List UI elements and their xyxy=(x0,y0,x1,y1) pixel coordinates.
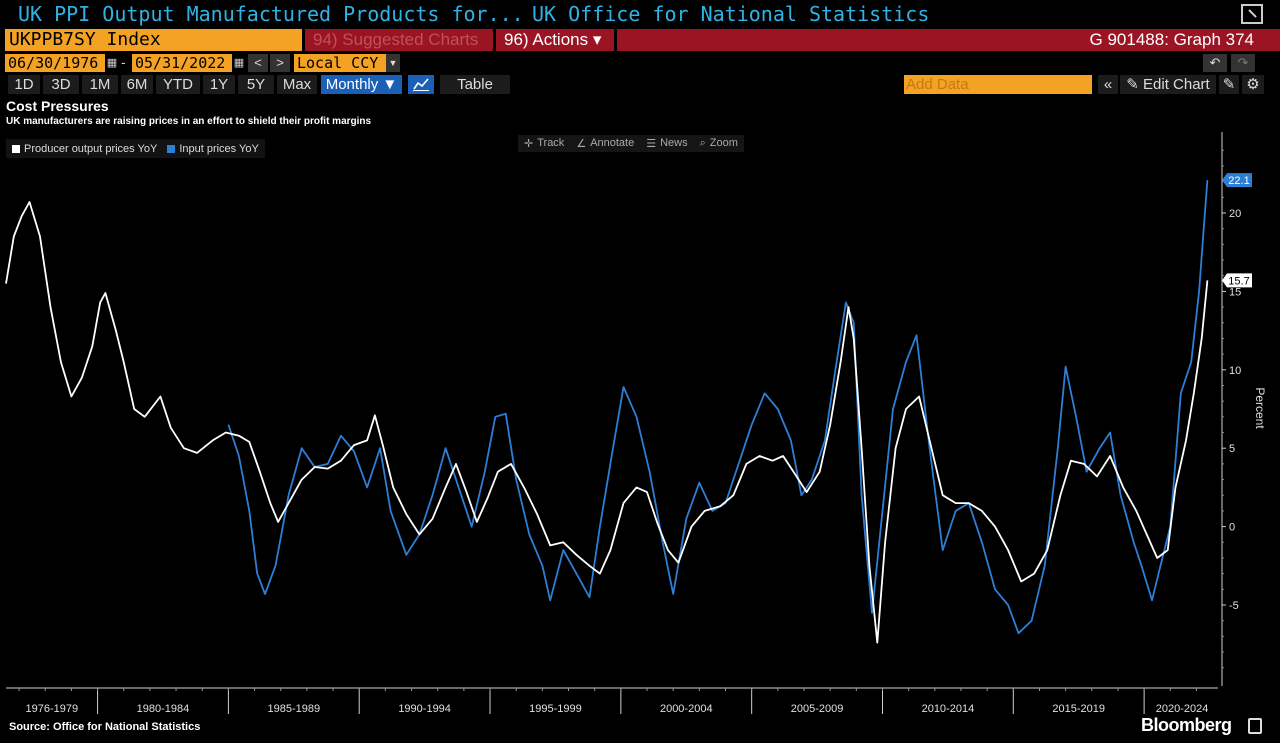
export-icon[interactable] xyxy=(1248,718,1262,734)
date-bar: 06/30/1976 ▦ - 05/31/2022 ▦ < > Local CC… xyxy=(0,53,1280,73)
date-separator: - xyxy=(121,54,126,70)
y-tick-label: 20 xyxy=(1229,208,1241,220)
period-ytd[interactable]: YTD xyxy=(156,75,200,94)
annotate-icon[interactable]: ✎ xyxy=(1219,75,1239,94)
zoom-tool[interactable]: ⌕ Zoom xyxy=(700,137,738,150)
chevron-down-icon[interactable]: ▼ xyxy=(386,54,400,72)
source-note: Source: Office for National Statistics xyxy=(9,721,201,733)
period-bar: 1D 3D 1M 6M YTD 1Y 5Y Max Monthly ▼ Tabl… xyxy=(0,73,1280,95)
calendar-icon[interactable]: ▦ xyxy=(233,57,245,69)
line-chart[interactable]: -5 0 5 10 15 20 Percent 1976-1979 1980-1984 1985-… xyxy=(0,130,1280,715)
undo-icon[interactable]: ↶ xyxy=(1203,54,1227,72)
legend-swatch xyxy=(12,144,20,153)
source-title: UK Office for National Statistics xyxy=(532,2,930,26)
period-6m[interactable]: 6M xyxy=(121,75,153,94)
y-tick-label: 10 xyxy=(1229,365,1241,377)
x-tick-label: 2020-2024 xyxy=(1156,703,1209,715)
chart-title: Cost Pressures xyxy=(6,98,109,114)
popout-icon[interactable] xyxy=(1241,4,1263,24)
add-data-input[interactable]: Add Data xyxy=(904,75,1092,94)
x-tick-label: 2015-2019 xyxy=(1052,703,1105,715)
x-tick-label: 2005-2009 xyxy=(791,703,844,715)
x-tick-label: 1976-1979 xyxy=(25,703,78,715)
news-tool[interactable]: ☰ News xyxy=(646,137,687,150)
series-line-input-prices xyxy=(227,180,1209,635)
brand-logo: Bloomberg xyxy=(1141,715,1232,735)
svg-text:22.1: 22.1 xyxy=(1228,175,1249,187)
annotate-tool[interactable]: ∠ Annotate xyxy=(576,137,634,150)
collapse-icon[interactable]: « xyxy=(1098,75,1118,94)
series-line-output-prices xyxy=(5,201,1209,644)
period-max[interactable]: Max xyxy=(277,75,317,94)
suggested-charts-button[interactable]: 94) Suggested Charts xyxy=(305,29,493,51)
currency-select[interactable]: Local CCY xyxy=(294,54,386,72)
y-tick-label: 15 xyxy=(1229,286,1241,298)
legend-label: Input prices YoY xyxy=(179,142,259,155)
frequency-select[interactable]: Monthly ▼ xyxy=(321,75,402,94)
last-value-label-output: 15.7 xyxy=(1222,273,1252,288)
x-tick-label: 1990-1994 xyxy=(398,703,451,715)
title-bar: UK PPI Output Manufactured Products for.… xyxy=(0,0,1280,28)
x-tick-label: 2010-2014 xyxy=(922,703,975,715)
x-tick-label: 2000-2004 xyxy=(660,703,713,715)
start-date-field[interactable]: 06/30/1976 xyxy=(5,54,105,72)
crosshair-icon: ✛ xyxy=(524,138,534,150)
magnifier-icon: ⌕ xyxy=(699,137,706,149)
legend-label: Producer output prices YoY xyxy=(24,142,158,155)
chart-legend: Producer output prices YoY Input prices … xyxy=(6,139,265,158)
y-tick-label: 0 xyxy=(1229,522,1235,534)
period-1d[interactable]: 1D xyxy=(8,75,40,94)
table-button[interactable]: Table xyxy=(440,75,510,94)
last-value-label-input: 22.1 xyxy=(1222,173,1252,188)
x-tick-label: 1980-1984 xyxy=(137,703,190,715)
end-date-field[interactable]: 05/31/2022 xyxy=(132,54,232,72)
tool-label: News xyxy=(660,137,688,149)
y-tick-label: 5 xyxy=(1229,443,1235,455)
period-1m[interactable]: 1M xyxy=(82,75,118,94)
legend-item-output-prices[interactable]: Producer output prices YoY xyxy=(12,143,157,155)
y-axis-label: Percent xyxy=(1253,387,1267,429)
security-title: UK PPI Output Manufactured Products for.… xyxy=(18,2,524,26)
period-5y[interactable]: 5Y xyxy=(238,75,274,94)
period-1y[interactable]: 1Y xyxy=(203,75,235,94)
y-tick-label: -5 xyxy=(1229,600,1239,612)
legend-swatch xyxy=(167,144,176,153)
x-tick-label: 1995-1999 xyxy=(529,703,582,715)
chart-subtitle: UK manufacturers are raising prices in a… xyxy=(6,116,372,127)
redo-icon[interactable]: ↷ xyxy=(1231,54,1255,72)
edit-chart-button[interactable]: ✎ Edit Chart xyxy=(1120,75,1216,94)
track-tool[interactable]: ✛ Track xyxy=(524,137,564,150)
tool-label: Track xyxy=(537,137,565,149)
period-3d[interactable]: 3D xyxy=(43,75,79,94)
x-tick-label: 1985-1989 xyxy=(267,703,320,715)
actions-menu[interactable]: 96) Actions ▾ xyxy=(496,29,614,51)
pencil-icon: ∠ xyxy=(576,138,587,150)
graph-id-label: G 901488: Graph 374 xyxy=(617,29,1280,51)
prev-period-button[interactable]: < xyxy=(248,54,268,72)
tool-label: Zoom xyxy=(709,137,738,149)
chart-tools: ✛ Track ∠ Annotate ☰ News ⌕ Zoom xyxy=(518,135,744,152)
news-icon: ☰ xyxy=(646,138,657,150)
calendar-icon[interactable]: ▦ xyxy=(106,57,118,69)
legend-item-input-prices[interactable]: Input prices YoY xyxy=(167,143,259,155)
ticker-field[interactable]: UKPPB7SY Index xyxy=(5,29,302,51)
gear-icon[interactable]: ⚙ xyxy=(1242,75,1264,94)
command-bar: UKPPB7SY Index 94) Suggested Charts 96) … xyxy=(0,28,1280,52)
next-period-button[interactable]: > xyxy=(270,54,290,72)
line-chart-icon[interactable] xyxy=(408,75,434,94)
tool-label: Annotate xyxy=(590,137,635,149)
svg-text:15.7: 15.7 xyxy=(1228,275,1249,287)
